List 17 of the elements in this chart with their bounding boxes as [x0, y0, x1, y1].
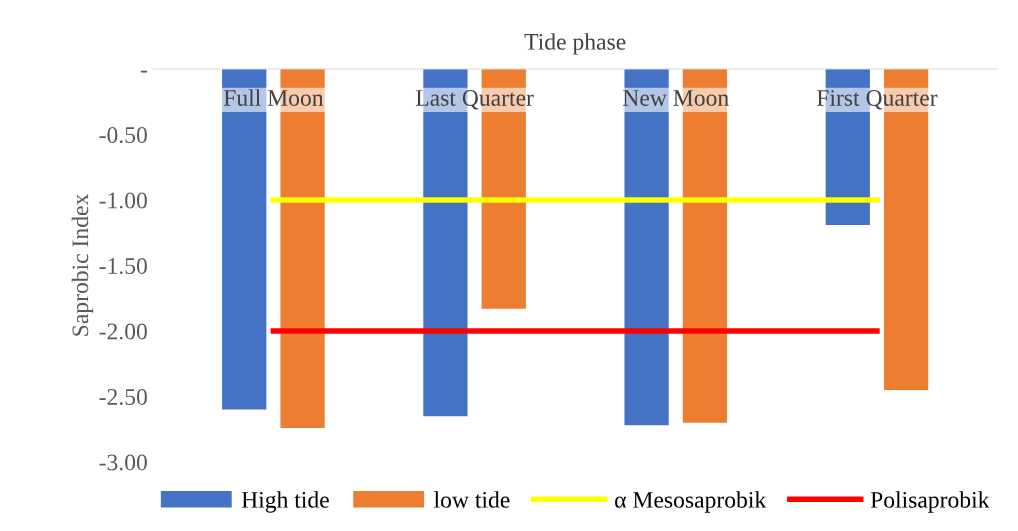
y-axis-title: Saprobic Index [71, 193, 94, 336]
y-tick-label: - [140, 70, 147, 73]
y-tick-label: -3.00 [99, 454, 147, 471]
y-tick-label: -2.50 [99, 388, 147, 406]
x-tick-label: New Moon [622, 90, 729, 106]
y-tick-label: -2.00 [99, 323, 147, 340]
y-tick-label: -0.50 [99, 127, 147, 144]
y-tick-label: -1.50 [99, 257, 147, 275]
x-tick-label: Full Moon [223, 89, 324, 106]
legend-label: α Mesosaprobik [615, 491, 767, 513]
legend-label: Polisaprobik [870, 491, 990, 513]
y-tick-label: -1.00 [99, 192, 147, 209]
x-tick-label: Last Quarter [415, 90, 534, 110]
legend-label: High tide [241, 491, 329, 513]
legend-label: low tide [434, 491, 510, 508]
x-tick-label: First Quarter [816, 90, 938, 110]
x-axis-title: Tide phase [524, 33, 626, 55]
